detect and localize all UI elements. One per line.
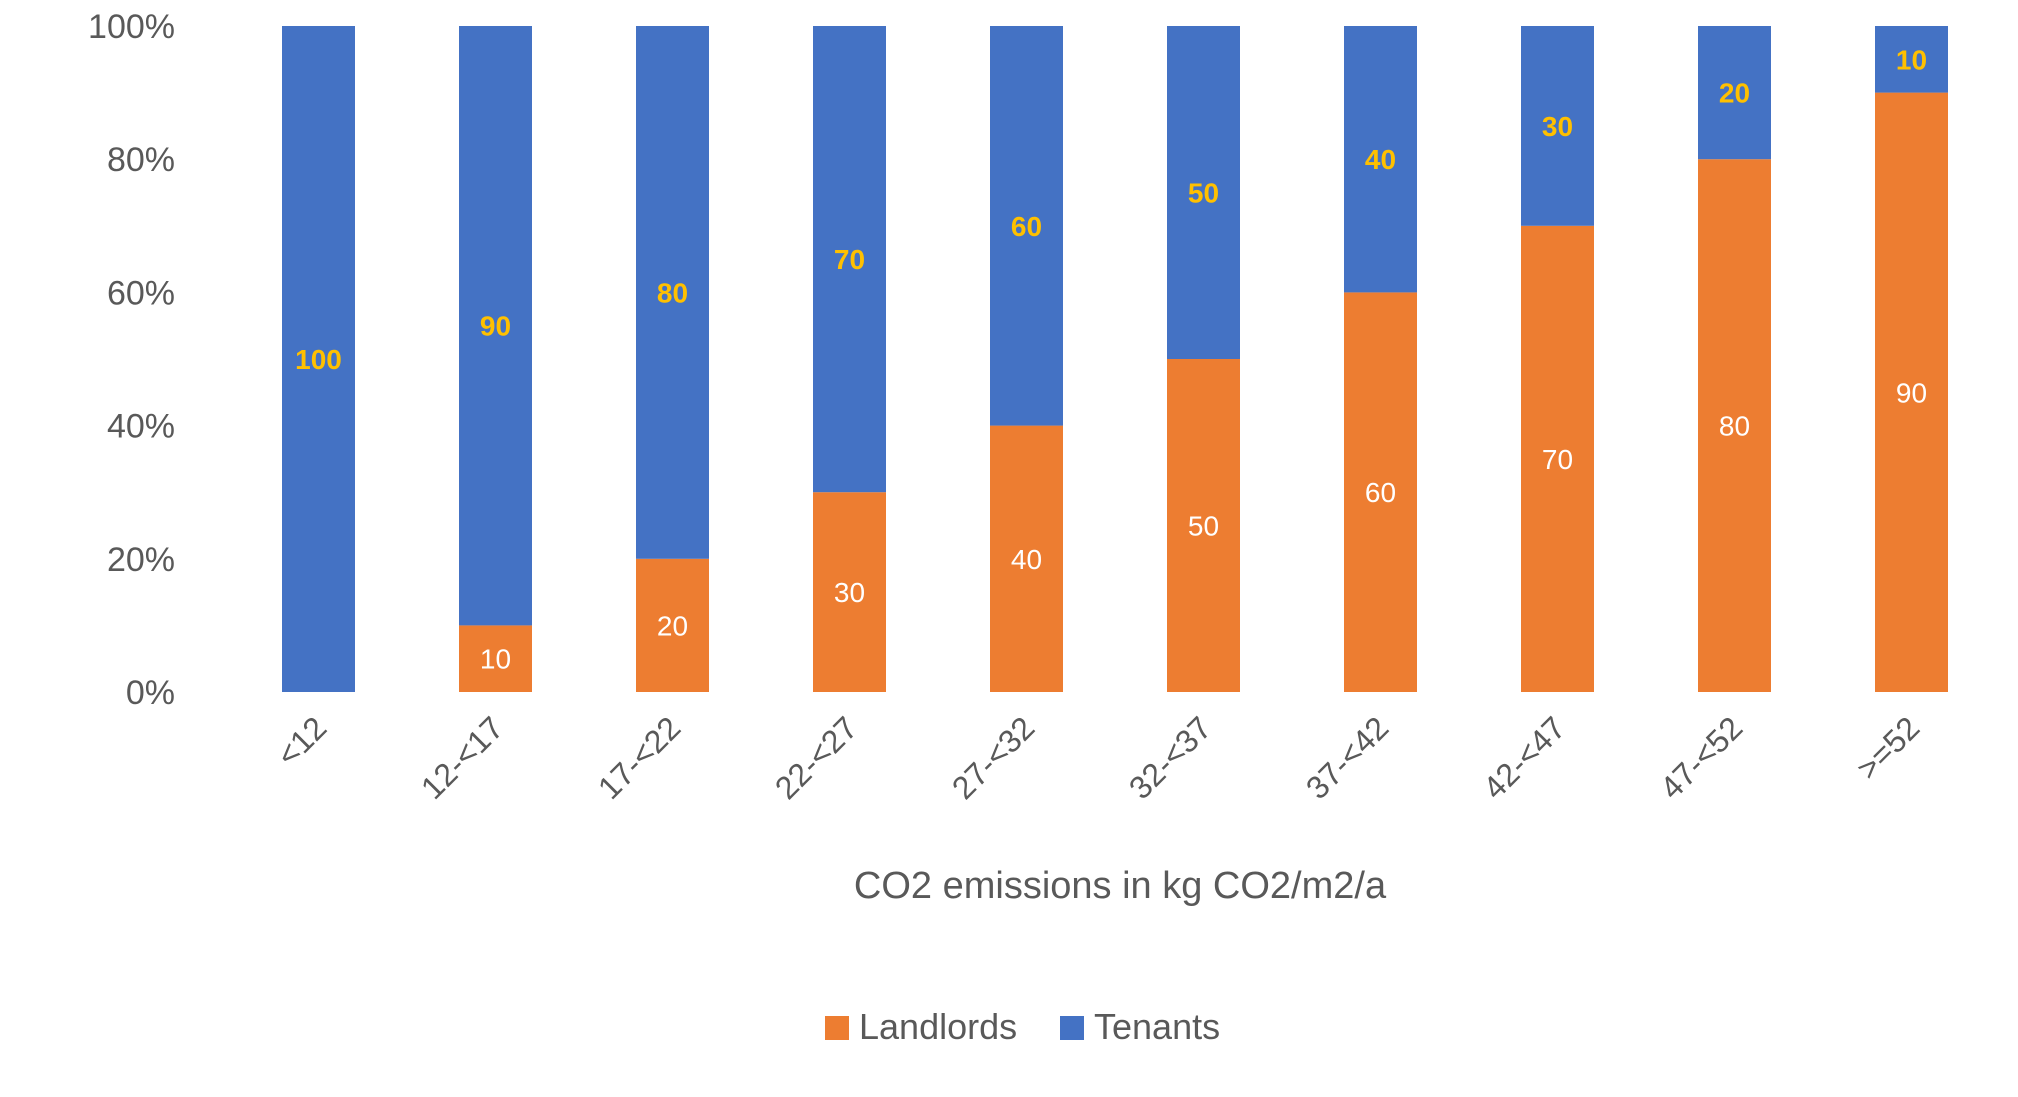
bar-landlords xyxy=(813,492,886,692)
data-label-tenants: 20 xyxy=(1719,78,1750,109)
bar-landlords xyxy=(1698,159,1771,692)
data-label-landlords: 10 xyxy=(480,644,511,675)
data-label-tenants: 50 xyxy=(1188,178,1219,209)
y-tick-label: 80% xyxy=(107,141,175,179)
data-label-tenants: 40 xyxy=(1365,144,1396,175)
x-axis-ticks: <12 12-<17 17-<22 22-<27 27-<32 32-<37 37-<42 4… xyxy=(270,709,1927,806)
bar-tenants xyxy=(636,26,709,559)
bar-tenants xyxy=(1875,26,1948,93)
data-label-tenants: 70 xyxy=(834,244,865,275)
x-tick-label: 37-<42 xyxy=(1299,709,1396,806)
bar-tenants xyxy=(459,26,532,626)
data-label-landlords: 20 xyxy=(657,610,688,641)
data-label-tenants: 100 xyxy=(295,344,342,375)
bar-landlords xyxy=(1521,225,1594,693)
x-tick-label: 22-<27 xyxy=(768,709,865,806)
x-axis-title: CO2 emissions in kg CO2/m2/a xyxy=(854,865,1387,907)
legend: Landlords Tenants xyxy=(825,1006,1220,1047)
y-tick-label: 100% xyxy=(88,8,175,46)
bar-tenants xyxy=(1698,26,1771,160)
legend-label-landlords: Landlords xyxy=(859,1006,1017,1047)
bar-tenants xyxy=(1521,26,1594,226)
data-label-tenants: 30 xyxy=(1542,111,1573,142)
bar-landlords xyxy=(990,425,1063,692)
y-tick-label: 0% xyxy=(126,674,175,712)
y-axis-ticks: 0% 20% 40% 60% 80% 100% xyxy=(88,8,175,712)
x-tick-label: 47-<52 xyxy=(1653,709,1750,806)
x-tick-label: 42-<47 xyxy=(1476,709,1573,806)
legend-swatch-tenants xyxy=(1060,1016,1084,1040)
y-tick-label: 60% xyxy=(107,274,175,312)
x-tick-label: 32-<37 xyxy=(1122,709,1219,806)
legend-swatch-landlords xyxy=(825,1016,849,1040)
x-tick-label: 12-<17 xyxy=(414,709,511,806)
bar-tenants xyxy=(1167,26,1240,359)
data-label-tenants: 80 xyxy=(657,277,688,308)
x-tick-label: <12 xyxy=(270,709,334,773)
data-label-landlords: 80 xyxy=(1719,411,1750,442)
data-label-tenants: 90 xyxy=(480,311,511,342)
data-label-landlords: 70 xyxy=(1542,444,1573,475)
x-tick-label: 27-<32 xyxy=(945,709,1042,806)
x-tick-label: 17-<22 xyxy=(591,709,688,806)
y-tick-label: 20% xyxy=(107,541,175,579)
legend-label-tenants: Tenants xyxy=(1094,1006,1220,1047)
bar-landlords xyxy=(636,558,709,692)
data-label-tenants: 10 xyxy=(1896,44,1927,75)
y-tick-label: 40% xyxy=(107,408,175,446)
data-label-landlords: 40 xyxy=(1011,544,1042,575)
data-label-tenants: 60 xyxy=(1011,211,1042,242)
data-label-landlords: 30 xyxy=(834,577,865,608)
data-label-landlords: 60 xyxy=(1365,477,1396,508)
bar-landlords xyxy=(1875,92,1948,693)
bar-tenants xyxy=(813,26,886,493)
x-tick-label: >=52 xyxy=(1849,709,1926,786)
data-label-landlords: 50 xyxy=(1188,511,1219,542)
bar-tenants xyxy=(1344,26,1417,293)
bar-landlords xyxy=(1344,292,1417,692)
bar-tenants xyxy=(282,26,355,692)
data-labels: 100 10 90 20 80 30 70 40 60 50 50 60 40 70 30 80 20 90 10 xyxy=(295,44,1927,674)
bars xyxy=(282,26,1948,693)
bar-landlords xyxy=(459,625,532,692)
bar-landlords xyxy=(1167,359,1240,692)
bar-tenants xyxy=(990,26,1063,426)
data-label-landlords: 90 xyxy=(1896,377,1927,408)
